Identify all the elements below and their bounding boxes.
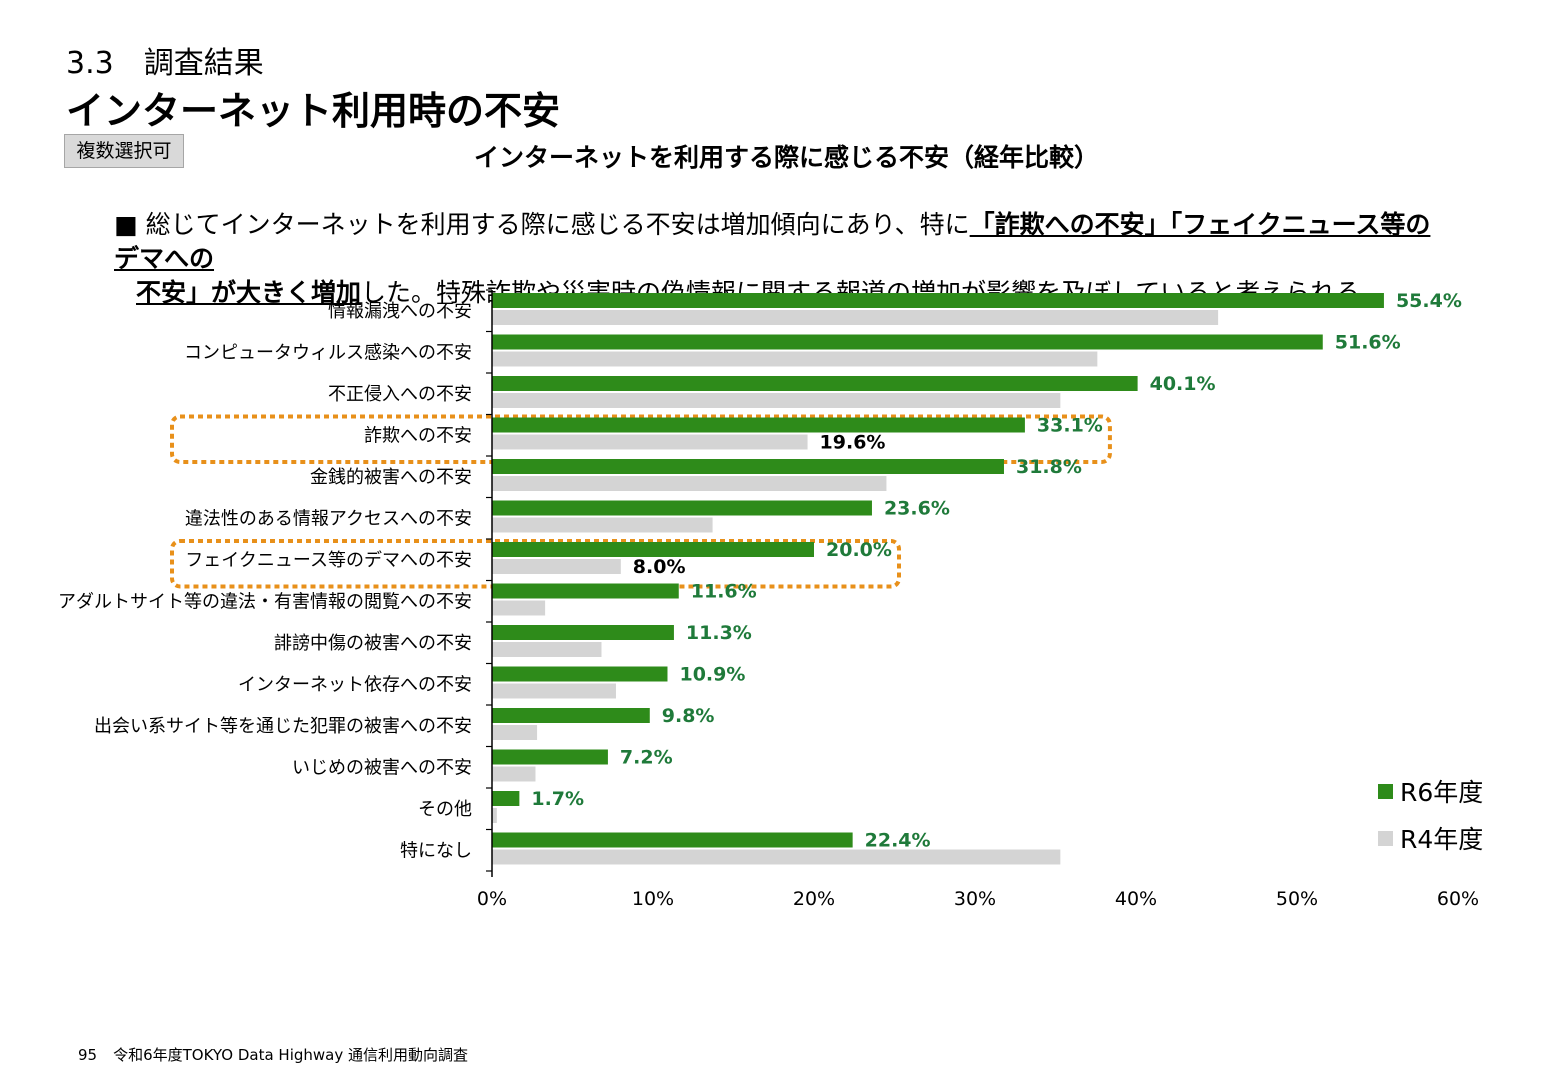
bar-r6	[492, 625, 674, 640]
data-label-r6: 9.8%	[662, 705, 715, 727]
category-label: アダルトサイト等の違法・有害情報の閲覧への不安	[58, 592, 472, 613]
bar-r6	[492, 500, 872, 516]
page-title: インターネット利用時の不安	[66, 89, 561, 133]
x-tick-label: 20%	[793, 888, 835, 910]
bar-r4	[492, 642, 602, 657]
source-text: 令和6年度TOKYO Data Highway 通信利用動向調査	[113, 1046, 468, 1064]
bar-r6	[492, 583, 679, 599]
data-label-r6: 51.6%	[1335, 332, 1401, 354]
chart-title: インターネットを利用する際に感じる不安（経年比較）	[474, 143, 1100, 172]
bar-r6	[492, 666, 668, 682]
data-label-r6: 10.9%	[679, 664, 745, 686]
bar-r4	[492, 393, 1061, 408]
data-label-r6: 23.6%	[884, 498, 950, 520]
bar-r6	[492, 708, 650, 723]
category-label: 誹謗中傷の被害への不安	[274, 633, 472, 654]
data-label-r4: 8.0%	[633, 556, 686, 578]
category-label: 違法性のある情報アクセスへの不安	[185, 509, 472, 530]
bar-r6	[492, 749, 608, 765]
x-tick-label: 60%	[1437, 888, 1479, 910]
bar-r4	[492, 351, 1098, 367]
data-label-r4: 19.6%	[820, 432, 886, 454]
bar-r4	[492, 476, 887, 491]
category-label: インターネット依存への不安	[238, 675, 472, 696]
category-label: 特になし	[400, 841, 472, 862]
bar-r6	[492, 293, 1384, 308]
bar-r4	[492, 766, 536, 782]
bar-r6	[492, 832, 853, 848]
x-tick-label: 0%	[477, 888, 507, 910]
category-label: 不正侵入への不安	[328, 384, 472, 405]
category-label: 情報漏洩への不安	[328, 301, 472, 322]
bar-r4	[492, 434, 808, 450]
section-heading: 3.3 調査結果	[66, 46, 264, 81]
bar-r6	[492, 791, 520, 806]
category-label: 詐欺への不安	[364, 426, 472, 447]
multi-select-badge: 複数選択可	[64, 134, 184, 168]
page-number: 95	[78, 1046, 98, 1064]
category-label: コンピュータウィルス感染への不安	[184, 343, 472, 364]
x-tick-label: 10%	[632, 888, 674, 910]
summary-highlight-1: 「詐欺への不安」「フェイクニュース等のデマへの	[114, 210, 1431, 273]
category-label: いじめの被害への不安	[292, 758, 472, 779]
bar-r6	[492, 542, 814, 557]
summary-text-part-1: 総じてインターネットを利用する際に感じる不安は増加傾向にあり、特に	[145, 210, 970, 239]
bar-r6	[492, 459, 1004, 474]
bar-r4	[492, 808, 497, 823]
bar-r4	[492, 849, 1061, 865]
bar-r4	[492, 310, 1219, 325]
data-label-r6: 33.1%	[1037, 415, 1103, 437]
data-label-r6: 11.3%	[686, 622, 752, 644]
data-label-r6: 1.7%	[531, 788, 584, 810]
category-label: 出会い系サイト等を通じた犯罪の被害への不安	[94, 716, 472, 737]
data-label-r6: 7.2%	[620, 747, 673, 769]
legend-label: R6年度	[1400, 778, 1483, 807]
category-label: フェイクニュース等のデマへの不安	[185, 550, 472, 571]
x-tick-label: 30%	[954, 888, 996, 910]
legend-swatch	[1378, 831, 1393, 846]
summary-highlight-2: 不安」が大きく増加	[136, 278, 362, 307]
data-label-r6: 55.4%	[1396, 290, 1462, 312]
bar-r4	[492, 725, 538, 740]
x-tick-label: 50%	[1276, 888, 1318, 910]
category-label: その他	[418, 799, 472, 820]
category-label: 金銭的被害への不安	[310, 467, 472, 488]
legend-label: R4年度	[1400, 825, 1483, 854]
bar-r4	[492, 683, 616, 699]
data-label-r6: 40.1%	[1150, 373, 1216, 395]
legend-swatch	[1378, 784, 1393, 799]
highlight-box	[170, 414, 1112, 464]
footer: 95 令和6年度TOKYO Data Highway 通信利用動向調査	[78, 1044, 468, 1065]
bar-r6	[492, 334, 1323, 350]
bar-r4	[492, 600, 546, 616]
bar-r4	[492, 559, 621, 574]
bullet-icon: ■	[114, 210, 138, 239]
bar-r6	[492, 417, 1025, 433]
data-label-r6: 20.0%	[826, 539, 892, 561]
data-label-r6: 22.4%	[865, 830, 931, 852]
data-label-r6: 11.6%	[691, 581, 757, 603]
bar-r4	[492, 517, 713, 533]
data-label-r6: 31.8%	[1016, 456, 1082, 478]
bar-r6	[492, 376, 1138, 391]
x-tick-label: 40%	[1115, 888, 1157, 910]
